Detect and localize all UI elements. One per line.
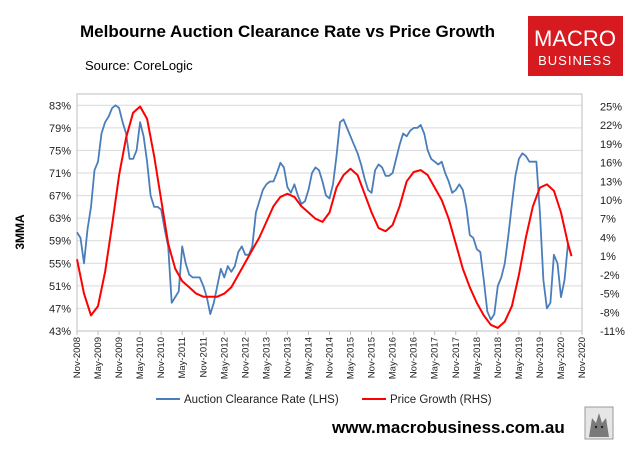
x-tick-label: Nov-2016 — [409, 337, 420, 378]
x-tick-label: May-2016 — [388, 337, 399, 379]
y-right-tick-label: 16% — [600, 158, 622, 170]
legend: Auction Clearance Rate (LHS) Price Growt… — [156, 394, 492, 406]
x-tick-label: May-2010 — [135, 337, 146, 379]
y-axis-right: 25% 22% 19% 16% 13% 10% 7% 4% 1% -2% -5% -8% -11% — [600, 101, 625, 338]
x-tick-label: Nov-2012 — [240, 337, 251, 378]
y-right-tick-label: -2% — [600, 270, 620, 282]
x-tick-label: Nov-2018 — [493, 337, 504, 378]
y-left-tick-label: 43% — [49, 326, 71, 338]
y-right-tick-label: -8% — [600, 307, 620, 319]
x-tick-label: Nov-2015 — [367, 337, 378, 378]
x-tick-label: May-2009 — [93, 337, 104, 379]
series-line-price-growth — [76, 105, 573, 329]
wolf-icon — [584, 406, 614, 440]
y-left-tick-label: 75% — [49, 145, 71, 157]
gridlines — [77, 104, 582, 332]
x-tick-label: Nov-2017 — [451, 337, 462, 378]
y-right-tick-label: 13% — [600, 176, 622, 188]
y-right-tick-label: 25% — [600, 101, 622, 113]
macrobusiness-logo: MACRO BUSINESS — [528, 16, 623, 76]
x-tick-label: Nov-2008 — [72, 337, 83, 378]
legend-label-clearance: Auction Clearance Rate (LHS) — [184, 394, 339, 406]
x-tick-label: May-2011 — [177, 337, 188, 379]
x-tick-label: Nov-2014 — [325, 337, 336, 378]
x-tick-label: Nov-2020 — [577, 337, 588, 378]
logo-line-2: BUSINESS — [538, 53, 612, 68]
x-tick-label: Nov-2013 — [282, 337, 293, 378]
x-tick-label: May-2018 — [472, 337, 483, 379]
x-tick-label: May-2020 — [556, 337, 567, 379]
y-axis-left: 83% 79% 75% 71% 67% 63% 59% 55% 51% 47% 43% — [49, 100, 71, 338]
x-tick-label: May-2015 — [346, 337, 357, 379]
x-tick-label: May-2019 — [514, 337, 525, 379]
y-right-tick-label: 1% — [600, 251, 616, 263]
y-right-tick-label: 7% — [600, 214, 616, 226]
x-tick-label: Nov-2019 — [535, 337, 546, 378]
y-axis-title: 3MMA — [13, 214, 27, 250]
y-left-tick-label: 71% — [49, 168, 71, 180]
y-left-tick-label: 67% — [49, 191, 71, 203]
x-axis: Nov-2008 May-2009 Nov-2009 May-2010 Nov-2010… — [72, 331, 588, 379]
chart-title: Melbourne Auction Clearance Rate vs Pric… — [80, 22, 495, 41]
x-tick-label: May-2012 — [219, 337, 230, 379]
x-tick-label: Nov-2009 — [114, 337, 125, 378]
chart-source: Source: CoreLogic — [85, 58, 193, 73]
y-right-tick-label: 19% — [600, 139, 622, 151]
x-tick-label: Nov-2010 — [156, 337, 167, 378]
y-right-tick-label: -11% — [600, 326, 625, 338]
y-left-tick-label: 47% — [49, 303, 71, 315]
series-group — [76, 104, 573, 329]
series-line-clearance-rate — [76, 104, 569, 321]
x-tick-label: May-2013 — [261, 337, 272, 379]
y-right-tick-label: 22% — [600, 120, 622, 132]
website-url: www.macrobusiness.com.au — [331, 418, 565, 437]
y-left-tick-label: 83% — [49, 100, 71, 112]
x-tick-label: May-2017 — [430, 337, 441, 379]
y-left-tick-label: 55% — [49, 258, 71, 270]
y-left-tick-label: 51% — [49, 281, 71, 293]
y-left-tick-label: 59% — [49, 236, 71, 248]
y-right-tick-label: 4% — [600, 232, 616, 244]
y-left-tick-label: 79% — [49, 123, 71, 135]
logo-background — [528, 16, 623, 76]
y-right-tick-label: -5% — [600, 289, 620, 301]
legend-label-price: Price Growth (RHS) — [390, 394, 492, 406]
x-tick-label: May-2014 — [303, 337, 314, 379]
y-left-tick-label: 63% — [49, 213, 71, 225]
y-right-tick-label: 10% — [600, 195, 622, 207]
x-tick-label: Nov-2011 — [198, 337, 209, 378]
logo-line-1: MACRO — [534, 26, 616, 51]
